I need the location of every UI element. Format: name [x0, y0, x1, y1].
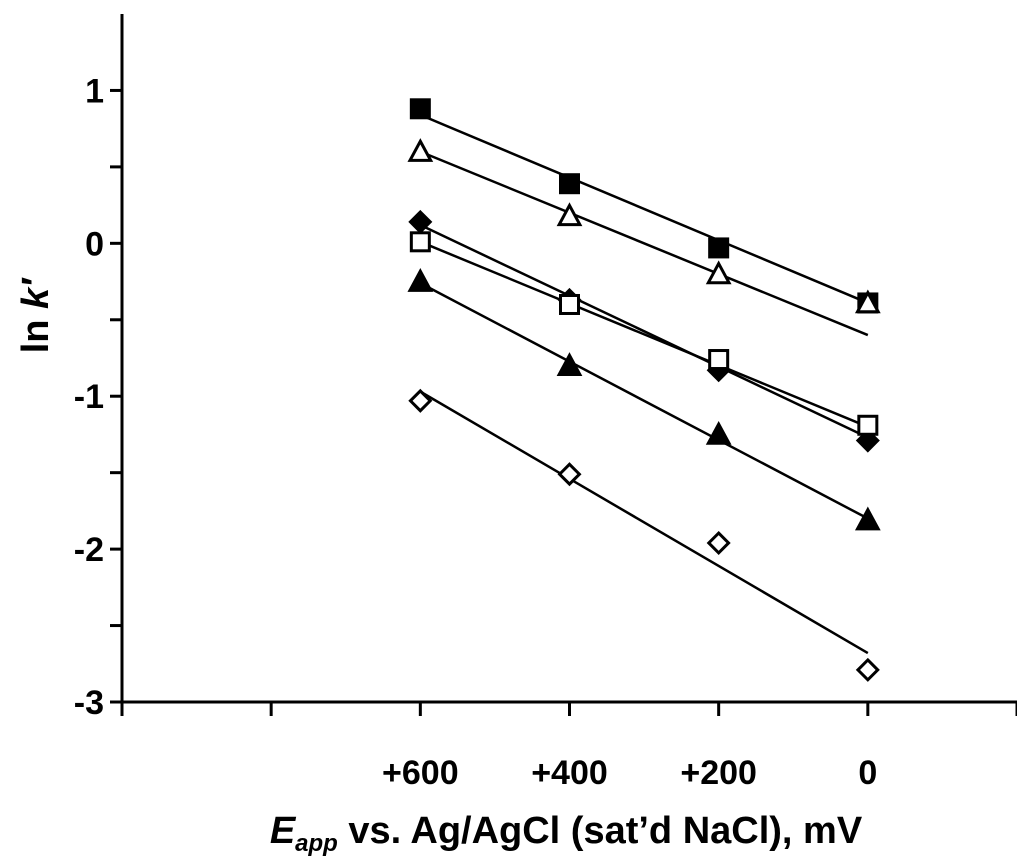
data-markers [407, 98, 881, 682]
data-point-triangle-filled [407, 268, 434, 292]
data-point-square-filled [409, 98, 431, 120]
x-axis-title-rest: vs. Ag/AgCl (sat’d NaCl), mV [338, 810, 863, 852]
y-axis-title-italic: k′ [15, 277, 57, 309]
data-point-triangle-open [407, 138, 434, 162]
x-axis-title: Eapp vs. Ag/AgCl (sat’d NaCl), mV [270, 810, 863, 856]
x-tick-label: +400 [531, 754, 608, 792]
y-tick-label: -2 [74, 531, 104, 569]
data-point-diamond-open [855, 657, 880, 682]
data-point-square-open [857, 414, 879, 436]
y-ticks: 1 0 -1 -2 -3 [74, 72, 122, 722]
data-point-diamond-open [557, 462, 582, 487]
y-tick-label: 1 [85, 72, 104, 110]
data-point-triangle-filled [705, 420, 732, 445]
y-tick-label: -3 [74, 684, 104, 722]
data-point-square-open [409, 231, 431, 253]
x-axis-title-subscript: app [295, 830, 338, 856]
x-ticks: +600 +400 +200 0 [120, 702, 1017, 792]
fit-line-3 [419, 223, 869, 439]
x-axis-title-italic: E [270, 810, 297, 852]
x-tick-label: +600 [382, 754, 459, 792]
fit-line-1 [419, 113, 869, 305]
data-point-diamond-open [706, 530, 731, 556]
data-point-square-open [708, 349, 730, 371]
data-point-triangle-open [854, 289, 881, 314]
y-axis-title-prefix: ln [15, 309, 57, 353]
data-point-triangle-filled [854, 506, 881, 531]
fit-lines [419, 113, 869, 655]
fit-line-5 [419, 281, 869, 520]
x-tick-label: +200 [680, 754, 757, 792]
data-point-square-open [559, 293, 580, 315]
fit-line-2 [419, 150, 869, 337]
x-tick-label: 0 [858, 754, 877, 792]
data-point-triangle-open [705, 260, 732, 285]
data-point-square-filled [559, 173, 580, 195]
y-tick-label: -1 [74, 378, 104, 416]
y-axis-title: ln k′ [15, 277, 57, 353]
fit-line-6 [419, 390, 869, 655]
data-point-triangle-filled [556, 352, 583, 376]
data-point-square-filled [708, 237, 730, 259]
y-tick-label: 0 [85, 225, 104, 263]
axes: 1 0 -1 -2 -3 +600 +400 +200 0 [74, 14, 1017, 792]
data-point-diamond-open [408, 388, 433, 413]
fit-line-4 [419, 240, 869, 428]
data-point-triangle-open [556, 202, 583, 227]
